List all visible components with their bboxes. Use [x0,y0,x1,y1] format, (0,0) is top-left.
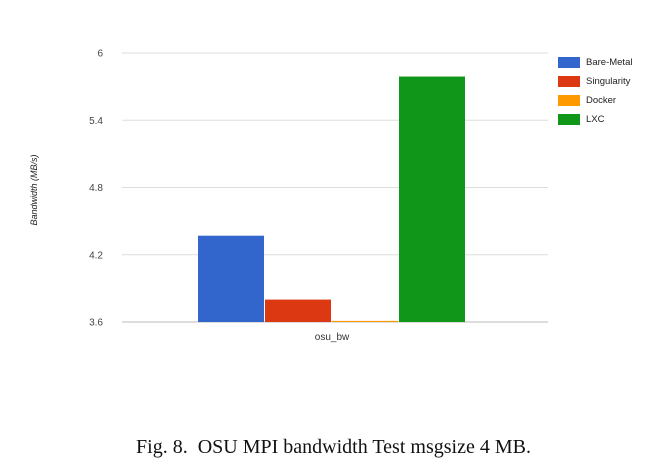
legend-label: Docker [586,95,617,106]
legend-label: LXC [586,114,605,125]
legend-item: LXC [558,110,632,129]
legend-item: Docker [558,91,632,110]
y-tick-label: 4.2 [89,250,103,261]
legend-label: Singularity [586,76,631,87]
legend-swatch [558,114,580,125]
legend-item: Bare-Metal [558,53,632,72]
bar-chart: 3.6 4.2 4.8 5.4 6 osu_bw [89,49,548,343]
legend: Bare-Metal Singularity Docker LXC [558,53,632,129]
y-tick-label: 4.8 [89,183,103,194]
y-tick-label: 6 [97,49,103,60]
bar-lxc [399,76,465,322]
legend-swatch [558,57,580,68]
figure-caption: Fig. 8. OSU MPI bandwidth Test msgsize 4… [136,436,531,458]
legend-label: Bare-Metal [586,57,633,68]
y-axis-title: Bandwidth (MB/s) [29,154,39,226]
bar-singularity [265,299,331,322]
y-tick-label: 3.6 [89,318,103,329]
legend-item: Singularity [558,72,632,91]
bar-docker [332,320,398,322]
bar-bare-metal [198,235,264,322]
y-tick-label: 5.4 [89,116,103,127]
x-tick-label: osu_bw [315,332,350,343]
legend-swatch [558,76,580,87]
legend-swatch [558,95,580,106]
